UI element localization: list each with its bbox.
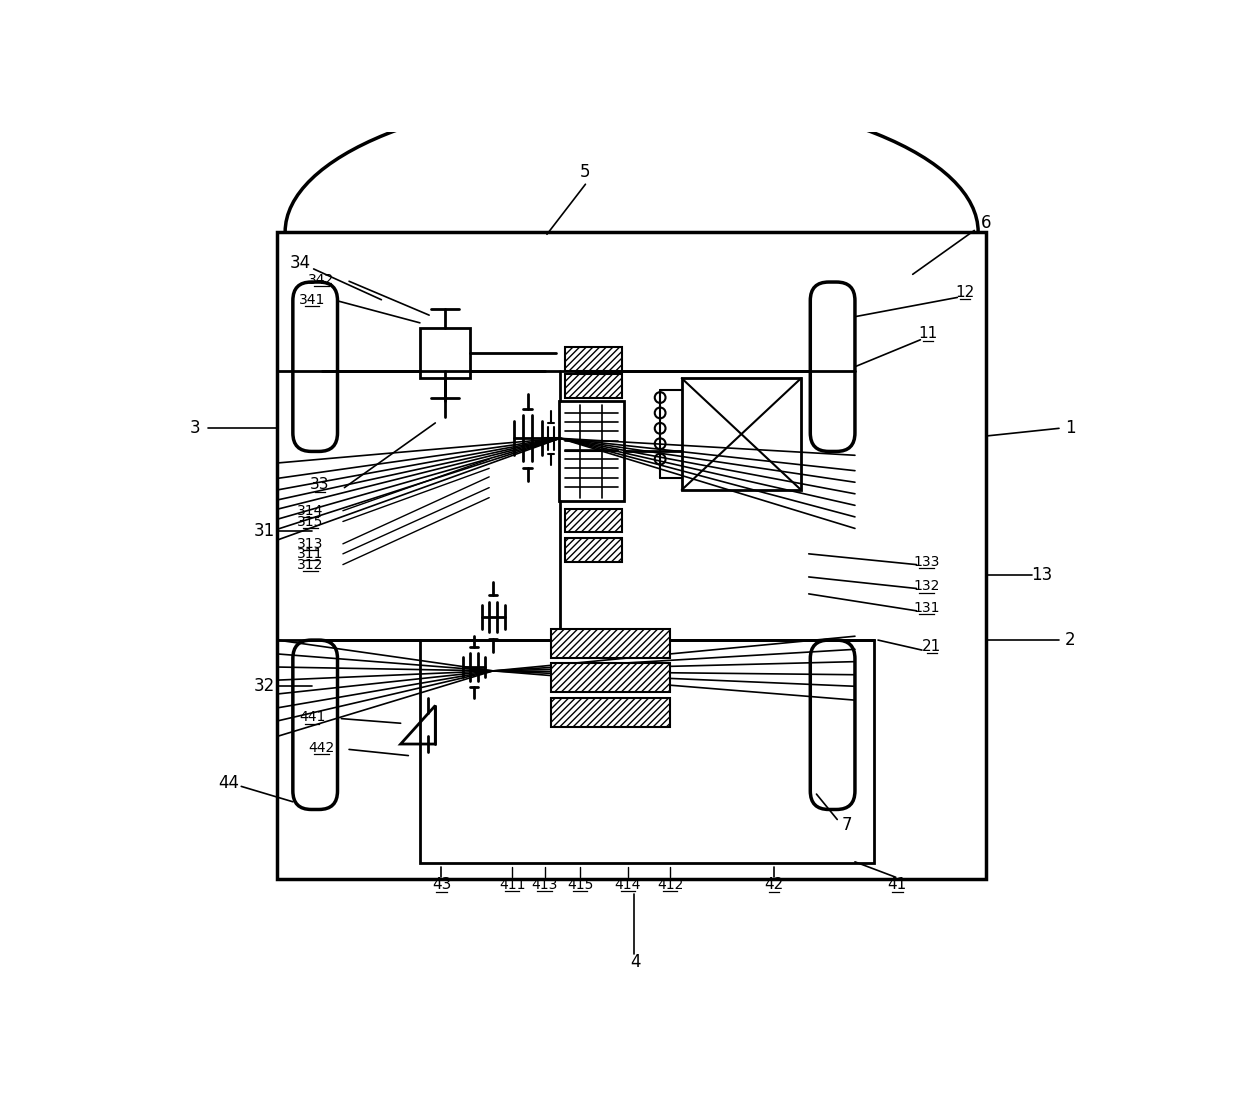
Text: 133: 133 — [914, 555, 940, 568]
Text: 313: 313 — [298, 536, 324, 551]
Bar — [682, 378, 801, 490]
Text: 314: 314 — [298, 503, 324, 518]
Text: 3: 3 — [190, 420, 201, 437]
Text: 42: 42 — [765, 877, 784, 892]
Text: 412: 412 — [657, 878, 683, 892]
Text: 6: 6 — [981, 213, 991, 232]
Text: 441: 441 — [299, 710, 325, 724]
Text: 1: 1 — [1065, 420, 1076, 437]
Bar — [420, 329, 470, 378]
Text: 414: 414 — [615, 878, 641, 892]
Text: 2: 2 — [1065, 631, 1076, 650]
Text: 411: 411 — [498, 878, 526, 892]
Text: 132: 132 — [914, 579, 940, 593]
Text: 413: 413 — [532, 878, 558, 892]
Bar — [564, 347, 622, 370]
Text: 32: 32 — [254, 677, 275, 696]
Text: 41: 41 — [888, 877, 906, 892]
Text: 5: 5 — [580, 163, 590, 181]
Text: 311: 311 — [298, 547, 324, 560]
Text: 44: 44 — [218, 774, 239, 791]
Text: 13: 13 — [1032, 566, 1053, 584]
Text: 442: 442 — [309, 741, 335, 755]
Text: 11: 11 — [919, 326, 937, 341]
Bar — [558, 401, 624, 501]
Bar — [564, 375, 622, 398]
Text: 341: 341 — [299, 292, 325, 307]
Text: 12: 12 — [956, 285, 975, 300]
Bar — [564, 539, 622, 562]
Bar — [551, 629, 670, 658]
Text: 31: 31 — [254, 522, 275, 540]
Text: 342: 342 — [309, 273, 335, 287]
Bar — [564, 509, 622, 532]
Text: 7: 7 — [842, 815, 852, 834]
Text: 4: 4 — [630, 953, 641, 970]
Text: 312: 312 — [298, 557, 324, 571]
Text: 43: 43 — [432, 877, 451, 892]
Bar — [551, 663, 670, 692]
Text: 21: 21 — [923, 639, 941, 654]
Bar — [420, 640, 874, 864]
Bar — [278, 232, 986, 879]
Text: 415: 415 — [567, 878, 593, 892]
Text: 315: 315 — [298, 514, 324, 529]
Text: 131: 131 — [914, 601, 940, 614]
Bar — [551, 698, 670, 728]
Text: 34: 34 — [290, 254, 311, 271]
Text: 33: 33 — [310, 477, 330, 492]
